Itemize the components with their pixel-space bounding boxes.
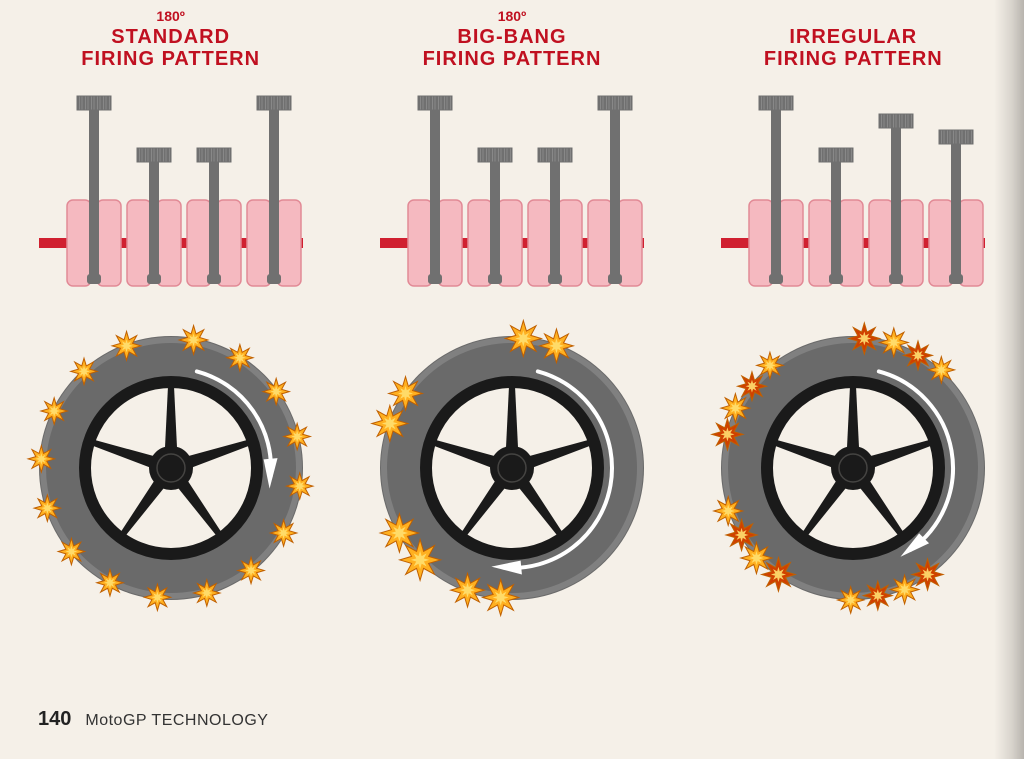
pattern-title-line: BIG-BANG [423,26,602,48]
pattern-title-line: FIRING PATTERN [81,48,260,70]
book-edge-shadow [994,0,1024,759]
pattern-title-line: FIRING PATTERN [764,48,943,70]
pattern-title: STANDARDFIRING PATTERN [81,26,260,70]
wheel-area [703,318,1003,618]
pattern-title: BIG-BANGFIRING PATTERN [423,26,602,70]
wheel-diagram [21,318,321,618]
book-title: MotoGP TECHNOLOGY [85,712,268,730]
pattern-title-line: IRREGULAR [764,26,943,48]
pattern-title: IRREGULARFIRING PATTERN [764,26,943,70]
wheel-diagram [703,318,1003,618]
crank-diagram [31,88,311,308]
degree-label: 180º [498,8,526,26]
wheel-area [362,318,662,618]
crank-area [713,88,993,308]
page-footer: 140 MotoGP TECHNOLOGY [38,708,268,731]
crank-diagram [372,88,652,308]
crank-diagram [713,88,993,308]
pattern-column: 180ºSTANDARDFIRING PATTERN [11,8,331,618]
diagram-columns: 180ºSTANDARDFIRING PATTERN180ºBIG-BANGFI… [0,0,1024,618]
pattern-title-line: FIRING PATTERN [423,48,602,70]
pattern-column: IRREGULARFIRING PATTERN [693,8,1013,618]
wheel-diagram [362,318,662,618]
pattern-column: 180ºBIG-BANGFIRING PATTERN [352,8,672,618]
page-root: 180ºSTANDARDFIRING PATTERN180ºBIG-BANGFI… [0,0,1024,759]
crank-area [372,88,652,308]
wheel-area [21,318,321,618]
crank-area [31,88,311,308]
page-number: 140 [38,708,71,731]
degree-label: 180º [156,8,184,26]
pattern-title-line: STANDARD [81,26,260,48]
